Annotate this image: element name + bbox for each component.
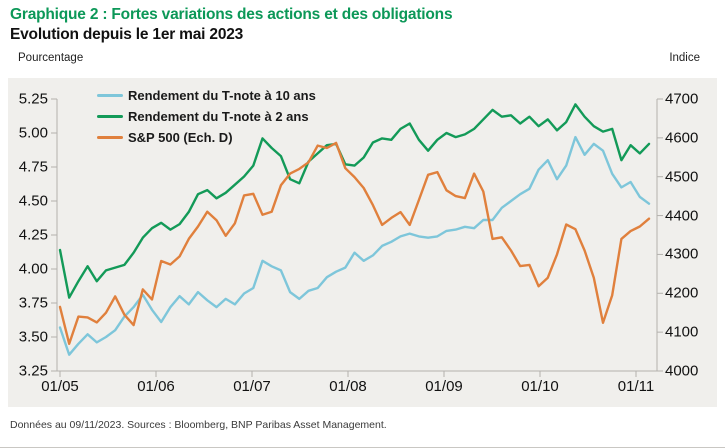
- x-axis-tick-label: 01/08: [329, 378, 367, 395]
- series-line-0: [58, 135, 651, 356]
- chart-title: Graphique 2 : Fortes variations des acti…: [10, 6, 453, 23]
- legend-item-sp500: S&P 500 (Ech. D): [97, 127, 316, 148]
- y-axis-tick-label: 4.75: [18, 158, 48, 176]
- chart-legend: Rendement du T-note à 10 ans Rendement d…: [97, 85, 316, 148]
- legend-swatch-orange-line: [97, 135, 123, 140]
- legend-swatch-blue-line: [97, 93, 123, 98]
- y-axis-tick-label: 4300: [665, 245, 699, 263]
- y-axis-tick-label: 4.50: [18, 192, 48, 210]
- legend-label: Rendement du T-note à 10 ans: [128, 88, 316, 103]
- x-axis-tick-label: 01/11: [617, 378, 655, 395]
- series-line-1: [58, 103, 651, 299]
- legend-swatch-green-line: [97, 114, 123, 119]
- y-axis-tick-label: 4100: [665, 323, 699, 341]
- plot-background: [8, 78, 717, 407]
- legend-label: S&P 500 (Ech. D): [128, 130, 233, 145]
- y-axis-tick-label: 4500: [665, 168, 699, 186]
- x-axis-tick-label: 01/05: [41, 378, 79, 395]
- source-note: Données au 09/11/2023. Sources : Bloombe…: [10, 419, 387, 431]
- y-axis-tick-label: 3.75: [18, 294, 48, 312]
- y-axis-tick-label: 5.00: [18, 124, 48, 142]
- y-axis-tick-label: 4400: [665, 207, 699, 225]
- y-axis-tick-label: 4600: [665, 129, 699, 147]
- x-axis-tick-label: 01/07: [233, 378, 271, 395]
- y-axis-tick-label: 4.00: [18, 260, 48, 278]
- y-axis-tick-label: 3.25: [18, 362, 48, 380]
- chart-subtitle: Evolution depuis le 1er mai 2023: [10, 26, 244, 43]
- y-axis-tick-label: 4000: [665, 362, 699, 380]
- x-axis-tick-label: 01/10: [521, 378, 559, 395]
- legend-label: Rendement du T-note à 2 ans: [128, 109, 309, 124]
- legend-item-tnote-2ans: Rendement du T-note à 2 ans: [97, 106, 316, 127]
- y-axis-tick-label: 5.25: [18, 90, 48, 108]
- series-line-2: [58, 141, 651, 345]
- legend-item-tnote-10ans: Rendement du T-note à 10 ans: [97, 85, 316, 106]
- x-axis-tick-label: 01/09: [425, 378, 463, 395]
- right-axis-caption: Indice: [669, 52, 700, 64]
- left-axis-caption: Pourcentage: [18, 52, 84, 64]
- y-axis-tick-label: 4200: [665, 284, 699, 302]
- x-axis-tick-label: 01/06: [137, 378, 175, 395]
- y-axis-tick-label: 3.50: [18, 328, 48, 346]
- y-axis-tick-label: 4.25: [18, 226, 48, 244]
- y-axis-tick-label: 4700: [665, 90, 699, 108]
